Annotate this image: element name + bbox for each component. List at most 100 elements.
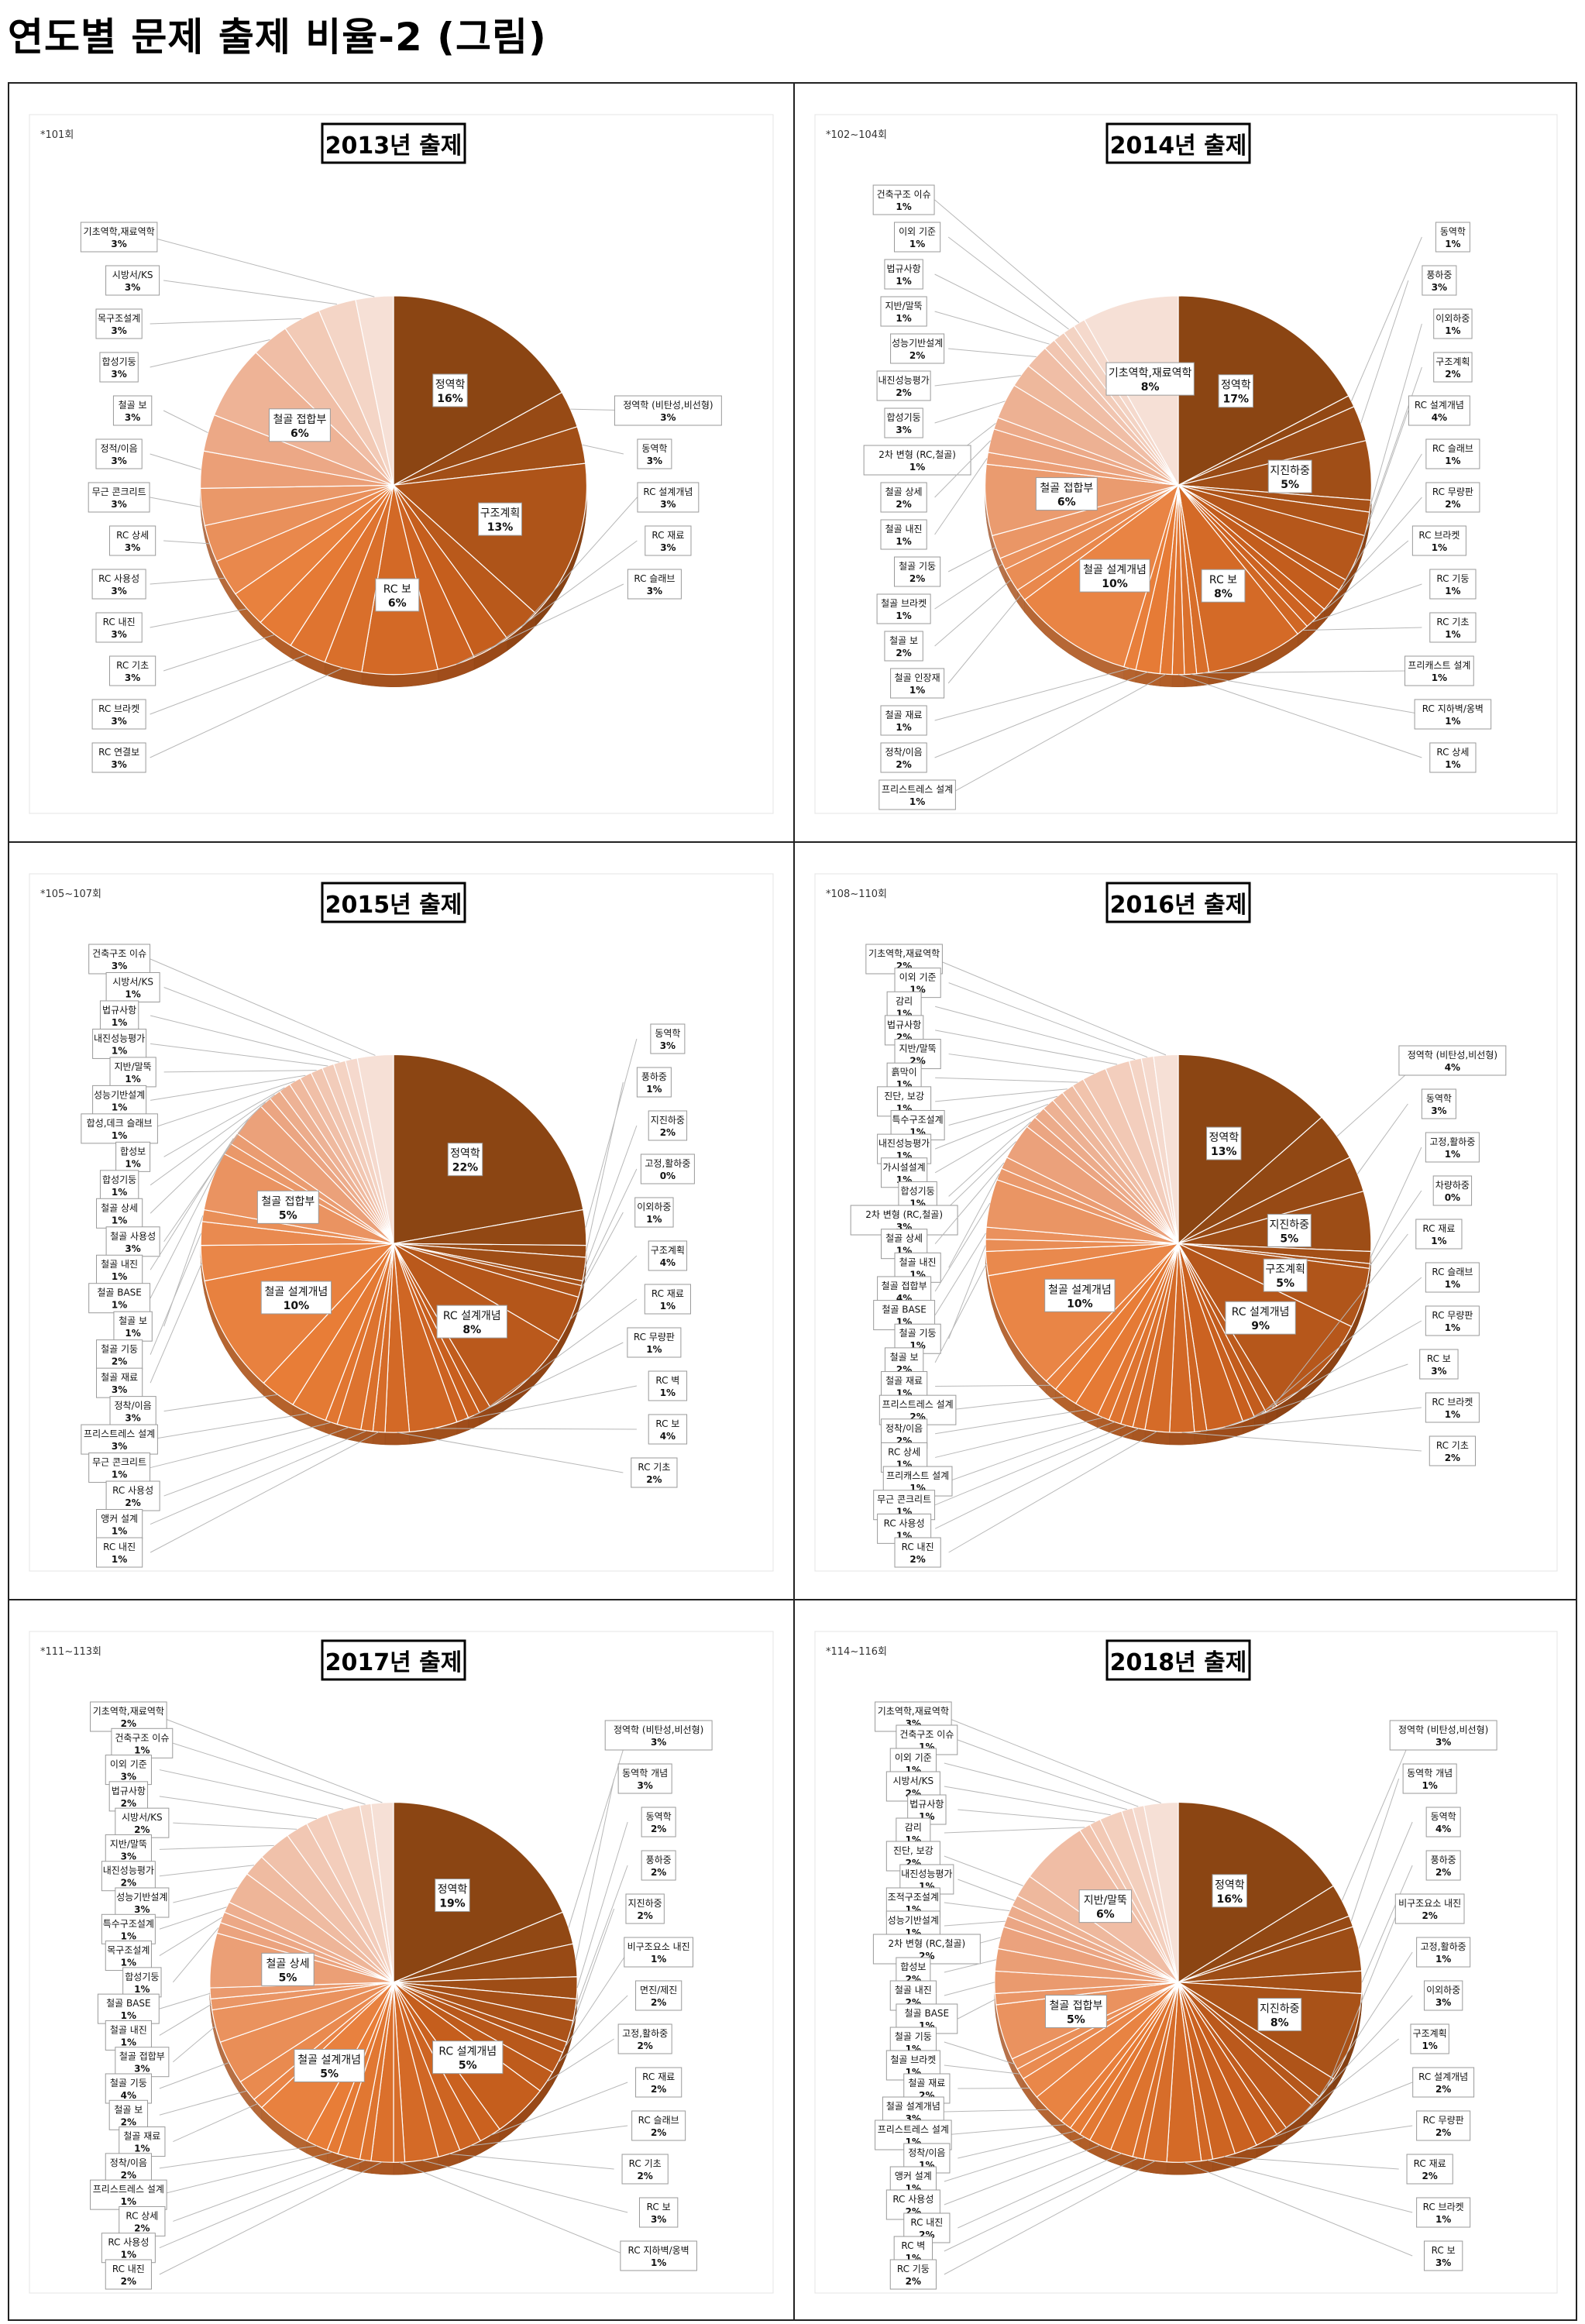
- leader-line: [163, 410, 208, 433]
- leader-line: [150, 497, 202, 508]
- chart-panel-2013: *101회 2013년 출제 정역학 16% 구조계획 13% RC 보 6% 철골 접합부 6%…: [9, 84, 793, 841]
- data-label: RC 무량판 1%: [627, 1327, 682, 1358]
- data-label-name: 프리스트레스 설계: [84, 1428, 155, 1439]
- data-label-name: 철골 접합부: [1049, 2000, 1102, 2013]
- data-label: 정착/이음 2%: [105, 2153, 152, 2184]
- data-label: 철골 보2%: [108, 2099, 149, 2130]
- data-label-name: RC 설계개념: [1415, 400, 1464, 411]
- leader-line: [1246, 2125, 1413, 2150]
- data-label: 풍하중 3%: [1422, 265, 1457, 296]
- data-label-name: 건축구조 이슈: [899, 1729, 954, 1740]
- pie-slice: [393, 1054, 584, 1244]
- data-label-value: 3%: [1435, 2257, 1451, 2268]
- data-label: 이외하중 1%: [634, 1197, 674, 1228]
- data-label: 철골 설계개념 10%: [1044, 1278, 1116, 1312]
- data-label: RC 벽1%: [648, 1370, 688, 1401]
- data-label-name: 철골 접합부: [273, 414, 326, 426]
- data-label-box: [1433, 352, 1473, 383]
- data-label-box: [880, 482, 927, 513]
- data-label-value: 2%: [637, 2171, 652, 2181]
- data-label-name: RC 상세: [116, 530, 149, 541]
- leader-line: [521, 497, 638, 627]
- data-label: 면진/제진2%: [635, 1980, 682, 2011]
- data-label: RC 슬래브 3%: [627, 569, 682, 600]
- data-label-name: 철골 접합부: [1040, 483, 1093, 495]
- leader-line: [421, 2160, 628, 2213]
- data-label-name: 이외 기준: [899, 972, 937, 983]
- leader-line: [159, 1865, 254, 1877]
- data-label-name: RC 재료: [642, 2071, 675, 2082]
- data-label-name: 구조계획: [1265, 1263, 1305, 1276]
- data-label-box: [645, 525, 692, 556]
- leader-line: [163, 634, 275, 672]
- data-label-box: [92, 1028, 147, 1059]
- leader-line: [948, 1174, 1000, 1268]
- data-label-name: 2차 변형 (RC,철골): [888, 1938, 965, 1949]
- data-label-name: 철골 보: [114, 2104, 143, 2115]
- data-label-name: 프리캐스트 설계: [886, 1470, 949, 1481]
- data-label-name: 프리스트레스 설계: [878, 2124, 949, 2135]
- data-label: 철골 설계개념 10%: [260, 1281, 332, 1315]
- data-label-value: 1%: [1445, 1322, 1460, 1333]
- data-label: 지반/말뚝 1%: [109, 1057, 156, 1088]
- leader-line: [150, 667, 344, 758]
- data-label-value: 2%: [121, 2116, 136, 2127]
- data-label-value: 3%: [660, 499, 676, 510]
- leader-line: [1184, 2161, 1413, 2257]
- data-label: 건축구조 이슈 3%: [88, 944, 151, 975]
- leader-line: [586, 1081, 624, 1252]
- data-label-name: 구조계획: [480, 507, 521, 520]
- data-label: 성능기반설계 1%: [92, 1085, 147, 1116]
- data-label-box: [876, 370, 931, 401]
- data-label-box: [648, 1240, 688, 1271]
- data-label: 정적/이음 3%: [95, 438, 143, 469]
- data-label-name: RC 보: [655, 1418, 679, 1429]
- data-label-value: 1%: [651, 1954, 666, 1965]
- leader-line: [159, 1992, 211, 2009]
- data-label-box: [88, 482, 150, 513]
- data-label-value: 4%: [1432, 412, 1447, 423]
- data-label-value: 1%: [112, 1130, 127, 1141]
- data-label-value: 1%: [1445, 456, 1460, 466]
- chart-panel-2016: *108~110회 2016년 출제 정역학 13% 지진하중 5% 구조계획 5% RC 설계…: [795, 843, 1577, 1599]
- data-label: 시방서/KS 3%: [105, 265, 160, 296]
- data-label: RC 상세1%: [1429, 742, 1477, 773]
- leader-line: [934, 458, 988, 535]
- data-label-box: [91, 699, 146, 730]
- leader-line: [150, 1102, 266, 1214]
- data-label-box: [890, 333, 945, 364]
- data-label-value: 1%: [112, 1215, 127, 1226]
- data-label-box: [1425, 1850, 1461, 1881]
- data-label-name: 철골 상세: [266, 1958, 310, 1970]
- data-label-box: [1402, 1763, 1457, 1794]
- data-label-box: [620, 2240, 697, 2271]
- data-label-box: [614, 395, 722, 426]
- leader-line: [569, 1255, 638, 1320]
- data-label-value: 2%: [896, 648, 911, 658]
- data-label-box: [894, 222, 941, 253]
- data-label-box: [108, 2099, 149, 2130]
- data-label-value: 2%: [1422, 2171, 1437, 2181]
- data-label-name: 고정,활하중: [1429, 1136, 1475, 1147]
- leader-line: [1356, 1103, 1408, 1174]
- data-label-name: RC 벽: [655, 1375, 679, 1386]
- data-label-name: 감리: [896, 995, 913, 1006]
- data-label: RC 기둥 1%: [1429, 569, 1477, 600]
- leader-line: [935, 1384, 1051, 1387]
- data-label-value: 3%: [660, 1040, 676, 1051]
- data-label-name: 정역학: [438, 1884, 468, 1896]
- data-label-box: [105, 1941, 152, 1972]
- data-label-value: 2%: [651, 1867, 666, 1878]
- data-label-name: 건축구조 이슈: [92, 948, 146, 959]
- data-label-value: 3%: [111, 499, 126, 510]
- leader-line: [1332, 497, 1422, 600]
- leader-line: [150, 608, 248, 628]
- leader-line: [934, 273, 1060, 337]
- data-label: 동역학 개념3%: [617, 1763, 672, 1794]
- leader-line: [947, 594, 1022, 684]
- data-label-name: 가시설설계: [883, 1162, 926, 1173]
- data-label: RC 기초3%: [109, 655, 156, 686]
- data-label-name: 지진하중: [1270, 1219, 1310, 1231]
